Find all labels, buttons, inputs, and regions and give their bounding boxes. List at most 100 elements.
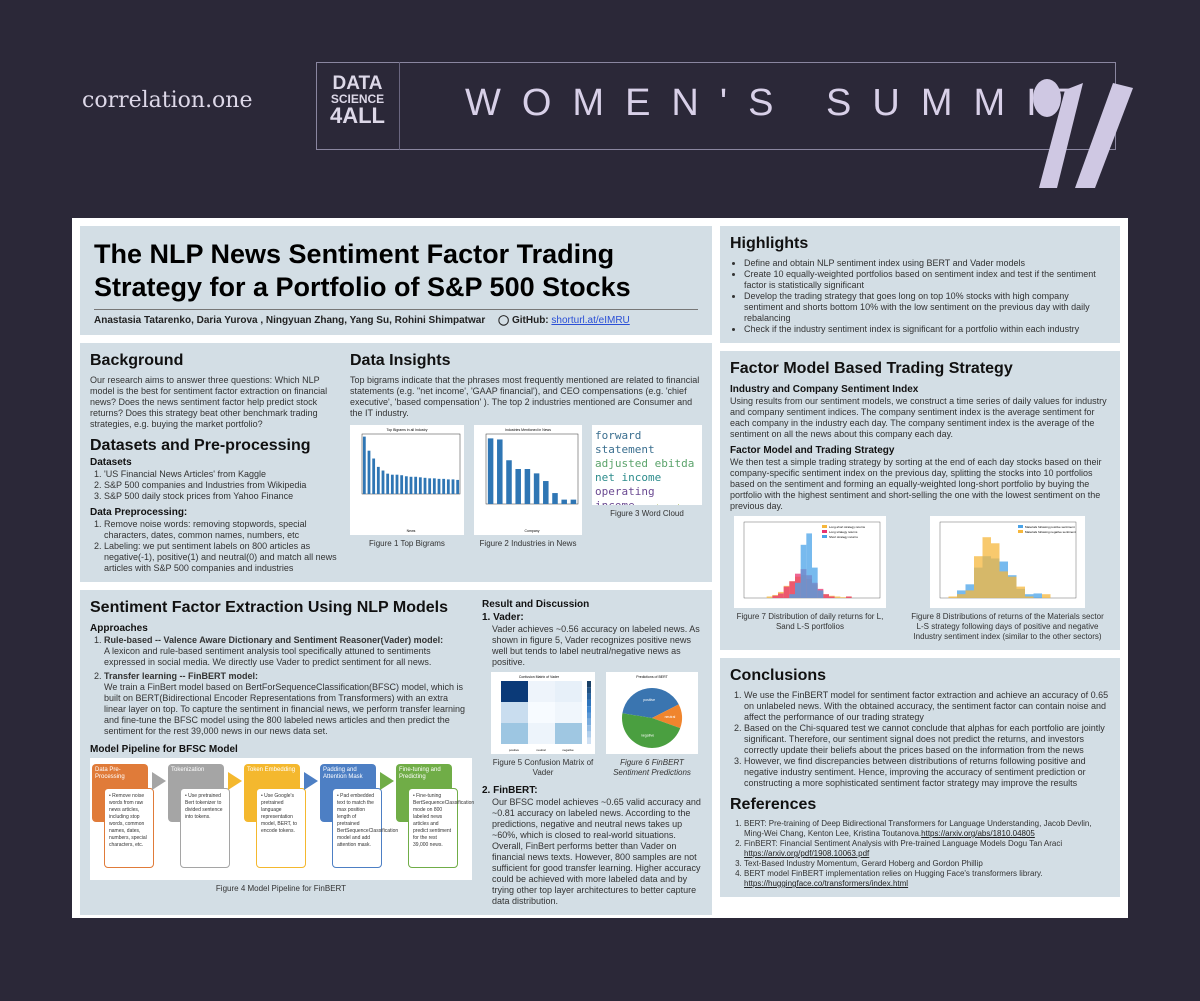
highlight-item: Check if the industry sentiment index is…: [744, 324, 1110, 335]
vader-title-text: Vader:: [493, 612, 524, 623]
figure-top-bigrams: Top Bigrams in all Industry News: [350, 425, 464, 535]
vader-text: Vader achieves ~0.56 accuracy on labeled…: [492, 624, 700, 667]
figure8-caption: Figure 8 Distributions of returns of the…: [911, 612, 1104, 641]
matrix-cell: [555, 681, 582, 702]
conclusion-item: However, we find discrepancies between d…: [744, 756, 1110, 789]
figure6-caption: Figure 6 FinBERT Sentiment Predictions: [613, 758, 691, 777]
bar: [390, 474, 394, 494]
reference-item: FinBERT: Financial Sentiment Analysis wi…: [744, 839, 1110, 859]
bar: [533, 473, 540, 504]
approach-title: Transfer learning -- FinBERT model:: [104, 671, 259, 681]
colorbar-segment: [587, 706, 591, 713]
legend-label: Long-short strategy returns: [829, 525, 866, 529]
approach-item: Rule-based -- Valence Aware Dictionary a…: [104, 635, 472, 668]
poster: The NLP News Sentiment Factor Trading St…: [72, 218, 1128, 918]
chart-title: Predictions of BERT: [636, 675, 668, 679]
colorbar-segment: [587, 712, 591, 719]
reference-link[interactable]: https://arxiv.org/abs/1810.04805: [921, 829, 1035, 838]
extraction-panel: Sentiment Factor Extraction Using NLP Mo…: [80, 590, 712, 915]
histogram-bar: [1008, 576, 1017, 598]
event-title: WOMEN'S SUMMIT: [465, 82, 1102, 124]
bar: [395, 474, 399, 494]
matrix-cell: [528, 681, 555, 702]
legend-swatch: [1018, 530, 1023, 533]
title-panel: The NLP News Sentiment Factor Trading St…: [80, 226, 712, 335]
bar: [367, 450, 371, 494]
ds-line3: 4ALL: [330, 103, 385, 128]
figure-materials-distribution: Materials following positive sentimentMa…: [930, 516, 1085, 608]
legend-swatch: [1018, 525, 1023, 528]
figure-industries: Industries Mentioned in News Company: [474, 425, 582, 535]
results-column: Result and Discussion 1. Vader: Vader ac…: [482, 598, 702, 907]
histogram-bar: [965, 590, 974, 598]
chart-title: Industries Mentioned in News: [505, 428, 551, 432]
colorbar-segment: [587, 681, 591, 688]
pipeline-step-detail: • Use Google's pretrained language repre…: [256, 788, 306, 868]
conclusions-list: We use the FinBERT model for sentiment f…: [730, 690, 1110, 789]
matrix-cell: [528, 702, 555, 723]
bar: [418, 477, 422, 494]
matrix-cell: [501, 723, 528, 744]
preprocessing-subheading: Data Preprocessing:: [90, 507, 188, 518]
word-cloud-word: forward statement: [595, 429, 655, 456]
pie-slice: [622, 713, 681, 748]
finbert-text: Our BFSC model achieves ~0.65 valid accu…: [492, 797, 701, 906]
arrow-right-icon: [152, 772, 166, 790]
dataset-item: S&P 500 daily stock prices from Yahoo Fi…: [104, 491, 340, 502]
bar: [442, 478, 446, 494]
reference-item: Text-Based Industry Momentum, Gerard Hob…: [744, 859, 1110, 869]
factor-text-2: We then test a simple trading strategy b…: [730, 457, 1102, 511]
insights-text: Top bigrams indicate that the phrases mo…: [350, 375, 700, 418]
byline: Anastasia Tatarenko, Daria Yurova , Ning…: [94, 309, 698, 327]
summit-quote-logo: [1033, 79, 1133, 188]
data-science-4all-logo: DATA SCIENCE 4ALL: [316, 62, 400, 150]
legend-label: Materials following negative sentiment: [1025, 530, 1076, 534]
histogram-bar: [789, 581, 795, 598]
histogram-bar: [1025, 596, 1034, 598]
chart-title: Top Bigrams in all Industry: [386, 428, 427, 432]
highlight-item: Define and obtain NLP sentiment index us…: [744, 258, 1110, 269]
histogram-bar: [991, 543, 1000, 598]
factor-panel: Factor Model Based Trading Strategy Indu…: [720, 351, 1120, 650]
factor-subheading-1: Industry and Company Sentiment Index: [730, 384, 919, 395]
results-heading: Result and Discussion: [482, 599, 590, 610]
histogram-bar: [817, 590, 824, 598]
reference-text: FinBERT: Financial Sentiment Analysis wi…: [744, 839, 1063, 848]
bar: [414, 476, 418, 494]
ds-line2: SCIENCE: [330, 92, 385, 106]
histogram-bar: [999, 571, 1008, 598]
reference-text: Text-Based Industry Momentum, Gerard Hob…: [744, 859, 983, 868]
bar: [543, 481, 549, 504]
bar: [362, 436, 366, 494]
legend-label: Short strategy returns: [829, 535, 858, 539]
approach-text: A lexicon and rule-based sentiment analy…: [104, 646, 432, 667]
bar: [570, 499, 577, 504]
chart-title: Confusion Matrix of Vader: [519, 675, 560, 679]
histogram-bar: [948, 596, 957, 598]
legend-swatch: [822, 535, 827, 538]
reference-text: BERT: Pre-training of Deep Bidirectional…: [744, 819, 1092, 838]
histogram-bar: [812, 567, 818, 598]
bar: [432, 478, 436, 494]
left-column: The NLP News Sentiment Factor Trading St…: [80, 226, 712, 915]
ds-line1: DATA: [332, 73, 383, 94]
github-icon: ◯: [498, 315, 510, 326]
histogram-bar: [778, 593, 784, 598]
colorbar-segment: [587, 737, 591, 744]
matrix-cell: [501, 702, 528, 723]
github-link[interactable]: shorturl.at/eIMRU: [551, 315, 630, 326]
legend-swatch: [822, 525, 827, 528]
bar: [446, 479, 450, 494]
reference-link[interactable]: https://huggingface.co/transformers/inde…: [744, 879, 909, 888]
legend-label: Materials following positive sentiment: [1025, 525, 1075, 529]
references-heading: References: [730, 796, 817, 813]
dataset-item: 'US Financial News Articles' from Kaggle: [104, 469, 340, 480]
datasets-heading: Datasets and Pre-processing: [90, 437, 311, 454]
highlight-item: Create 10 equally-weighted portfolios ba…: [744, 269, 1110, 291]
highlight-item: Develop the trading strategy that goes l…: [744, 291, 1110, 324]
reference-link[interactable]: https://arxiv.org/pdf/1908.10063.pdf: [744, 849, 870, 858]
bar: [515, 469, 521, 504]
highlights-heading: Highlights: [730, 235, 809, 252]
matrix-cell: [501, 681, 528, 702]
histogram-bar: [800, 544, 807, 598]
